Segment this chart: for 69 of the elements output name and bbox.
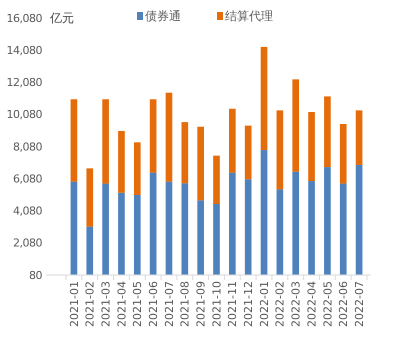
bar xyxy=(276,110,284,190)
x-tick-label: 2021-10 xyxy=(210,281,224,327)
bar xyxy=(102,99,109,184)
y-tick-label: 16,080 xyxy=(6,12,42,25)
x-tick-label: 2022-02 xyxy=(274,281,287,327)
y-tick-label: 8,080 xyxy=(13,140,42,154)
bar xyxy=(134,195,141,275)
y-axis-title: 亿元 xyxy=(49,11,74,25)
x-tick-label: 2021-04 xyxy=(115,281,128,327)
x-tick-label: 2021-09 xyxy=(194,281,208,327)
bar xyxy=(324,167,331,275)
y-tick-label: 80 xyxy=(29,268,42,282)
x-tick-label: 2021-08 xyxy=(178,281,192,327)
bar xyxy=(213,204,220,275)
bar xyxy=(276,189,284,275)
y-tick-label: 12,080 xyxy=(6,76,42,90)
x-tick-label: 2022-07 xyxy=(352,281,366,327)
bar xyxy=(229,172,236,275)
bar xyxy=(308,181,315,275)
bar xyxy=(260,150,268,275)
x-tick-label: 2022-01 xyxy=(258,281,271,327)
x-tick-label: 2021-05 xyxy=(131,281,144,327)
bar xyxy=(260,46,268,150)
y-tick-label: 14,080 xyxy=(6,44,42,57)
x-tick-label: 2021-07 xyxy=(162,281,176,327)
bar xyxy=(308,112,315,182)
x-tick-label: 2021-11 xyxy=(226,281,240,327)
x-tick-label: 2021-06 xyxy=(146,281,160,327)
bar xyxy=(197,126,204,200)
bar xyxy=(181,183,188,275)
x-tick-label: 2021-01 xyxy=(68,281,81,327)
bar xyxy=(70,182,78,275)
legend-label: 债券通 xyxy=(145,9,181,23)
bar xyxy=(340,124,347,184)
y-tick-label: 6,080 xyxy=(13,172,42,186)
y-tick-label: 2,080 xyxy=(13,236,42,250)
x-tick-label: 2022-04 xyxy=(305,281,318,327)
y-tick-label: 10,080 xyxy=(6,108,42,122)
bar xyxy=(292,79,300,172)
bar xyxy=(340,184,347,275)
bar xyxy=(229,108,236,173)
bar xyxy=(70,99,78,182)
bar xyxy=(150,172,156,275)
bar xyxy=(118,192,125,275)
x-tick-label: 2021-12 xyxy=(242,281,256,327)
bar xyxy=(213,156,220,204)
bar xyxy=(118,130,125,193)
bar xyxy=(134,142,141,196)
legend-label: 结算代理 xyxy=(225,9,273,23)
y-tick-label: 4,080 xyxy=(13,204,42,218)
bar xyxy=(86,168,94,227)
bar xyxy=(324,96,331,168)
bar xyxy=(150,99,156,173)
bar xyxy=(292,172,300,275)
bar xyxy=(181,122,188,184)
bar xyxy=(166,92,172,182)
bar xyxy=(356,164,362,275)
x-tick-label: 2021-02 xyxy=(84,281,97,327)
x-tick-label: 2022-06 xyxy=(337,281,350,327)
x-tick-label: 2022-03 xyxy=(290,281,303,327)
bar xyxy=(197,200,204,275)
bar xyxy=(244,179,252,275)
bar xyxy=(356,110,362,165)
bar xyxy=(102,184,109,275)
x-tick-label: 2021-03 xyxy=(99,281,112,327)
bar xyxy=(166,182,172,275)
bar xyxy=(244,126,252,180)
bar xyxy=(86,226,94,275)
x-tick-label: 2022-05 xyxy=(321,281,334,327)
